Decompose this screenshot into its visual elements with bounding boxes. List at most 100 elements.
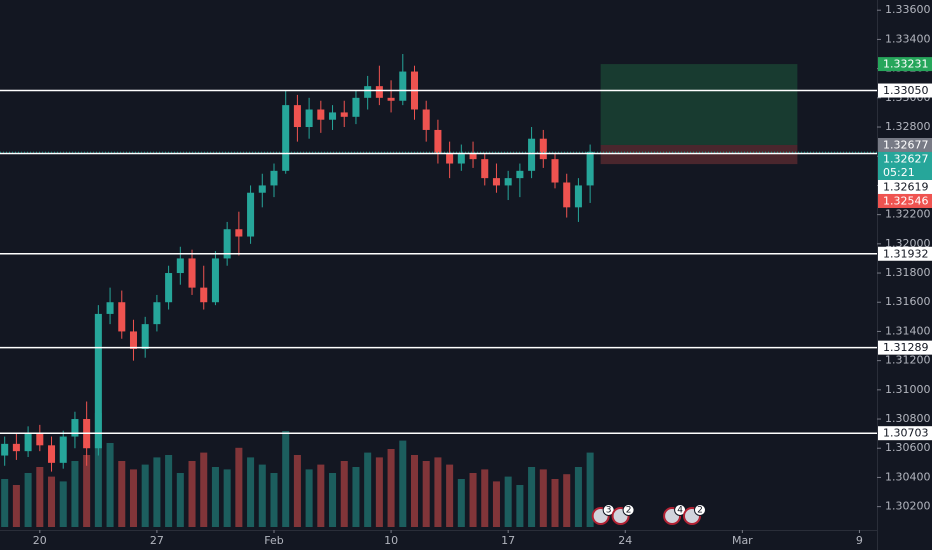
candle-body [563,182,571,208]
volume-bar [71,461,79,527]
candle-body [270,170,278,186]
x-tick-label: Feb [264,534,283,547]
price-label: 1.31932 [883,247,929,260]
volume-bar [282,431,290,527]
volume-bar [106,443,114,527]
price-label-box [878,426,932,441]
target-zone [600,64,798,145]
volume-bar [551,479,559,527]
volume-bar [516,485,524,527]
candle-body [492,178,500,186]
candle-body [200,287,208,303]
candle-body [387,97,395,101]
price-label-box [878,57,932,72]
price-label-box [878,137,932,152]
volume-bar [36,467,44,527]
candle-body [528,138,536,171]
volume-bar [340,461,348,527]
candle-body [247,192,255,237]
candle-body [48,445,56,463]
y-tick-label: 1.31400 [885,324,931,337]
candle-body [235,229,243,237]
stop-zone [600,144,798,165]
price-label: 1.30703 [883,427,929,440]
volume-bar [410,455,419,527]
y-tick-label: 1.33600 [885,3,931,16]
y-tick-label: 1.31200 [885,354,931,367]
candle-body [258,185,266,193]
volume-bar [235,447,243,527]
volume-bar [141,464,149,527]
price-label-box [878,193,932,208]
volume-bar [329,473,337,527]
y-tick-label: 1.30200 [885,500,931,513]
x-tick-label: 20 [33,534,47,547]
y-tick-label: 1.32000 [885,237,931,250]
candle-body [94,313,102,449]
price-label: 1.32619 [883,180,929,193]
candle-body [352,97,360,117]
y-tick-label: 1.32200 [885,208,931,221]
y-tick-label: 1.31800 [885,266,931,279]
x-tick-label: 10 [384,534,398,547]
y-tick-label: 1.33400 [885,32,931,45]
volume-bar [446,464,454,527]
event-count: 3 [606,506,612,516]
volume-bar [387,449,395,527]
y-tick-label: 1.30600 [885,441,931,454]
event-count: 2 [697,506,703,516]
candle-body [375,86,383,98]
candle-body [223,229,231,259]
volume-bar [317,464,325,527]
volume-bar [12,485,20,527]
candle-body [574,185,582,208]
y-tick-label: 1.31600 [885,295,931,308]
candle-body [305,109,313,128]
volume-bar [94,413,102,527]
candle-body [329,112,337,120]
candle-body [106,302,114,314]
volume-bar [176,473,184,527]
event-count-badge [693,504,706,516]
volume-bar [118,461,126,527]
volume-bar [399,440,407,527]
volume-bar [305,469,313,527]
candle-body [12,443,20,452]
volume-bar [153,457,161,527]
candle-body [129,331,137,349]
candle-body [188,258,196,288]
volume-bar [375,457,383,527]
volume-bar [165,455,173,527]
volume-bar [258,464,266,527]
price-label: 1.33231 [883,58,929,71]
y-tick-label: 1.32800 [885,120,931,133]
price-label: 1.33050 [883,84,929,97]
price-label-box [878,179,932,194]
volume-bar [188,461,196,527]
volume-bar [574,467,582,527]
candle-body [165,273,173,303]
volume-bar [1,479,9,527]
candle-body [141,324,149,349]
volume-bar [211,467,219,527]
volume-bar [223,469,231,527]
volume-bar [434,457,442,527]
volume-bar [129,469,137,527]
volume-bar [504,476,512,527]
volume-bar [83,455,91,527]
volume-bar [293,455,301,527]
candle-body [469,153,477,160]
volume-bar [563,474,571,527]
candle-body [586,151,594,186]
candle-body [176,258,184,274]
event-count-badge [622,504,635,516]
volume-bar [59,481,67,527]
candle-body [481,159,489,179]
volume-bar [528,467,536,527]
candle-body [1,443,9,456]
volume-bar [364,452,372,527]
price-label: 1.32677 [883,138,929,151]
candle-body [118,302,126,332]
volume-bar [586,452,594,527]
